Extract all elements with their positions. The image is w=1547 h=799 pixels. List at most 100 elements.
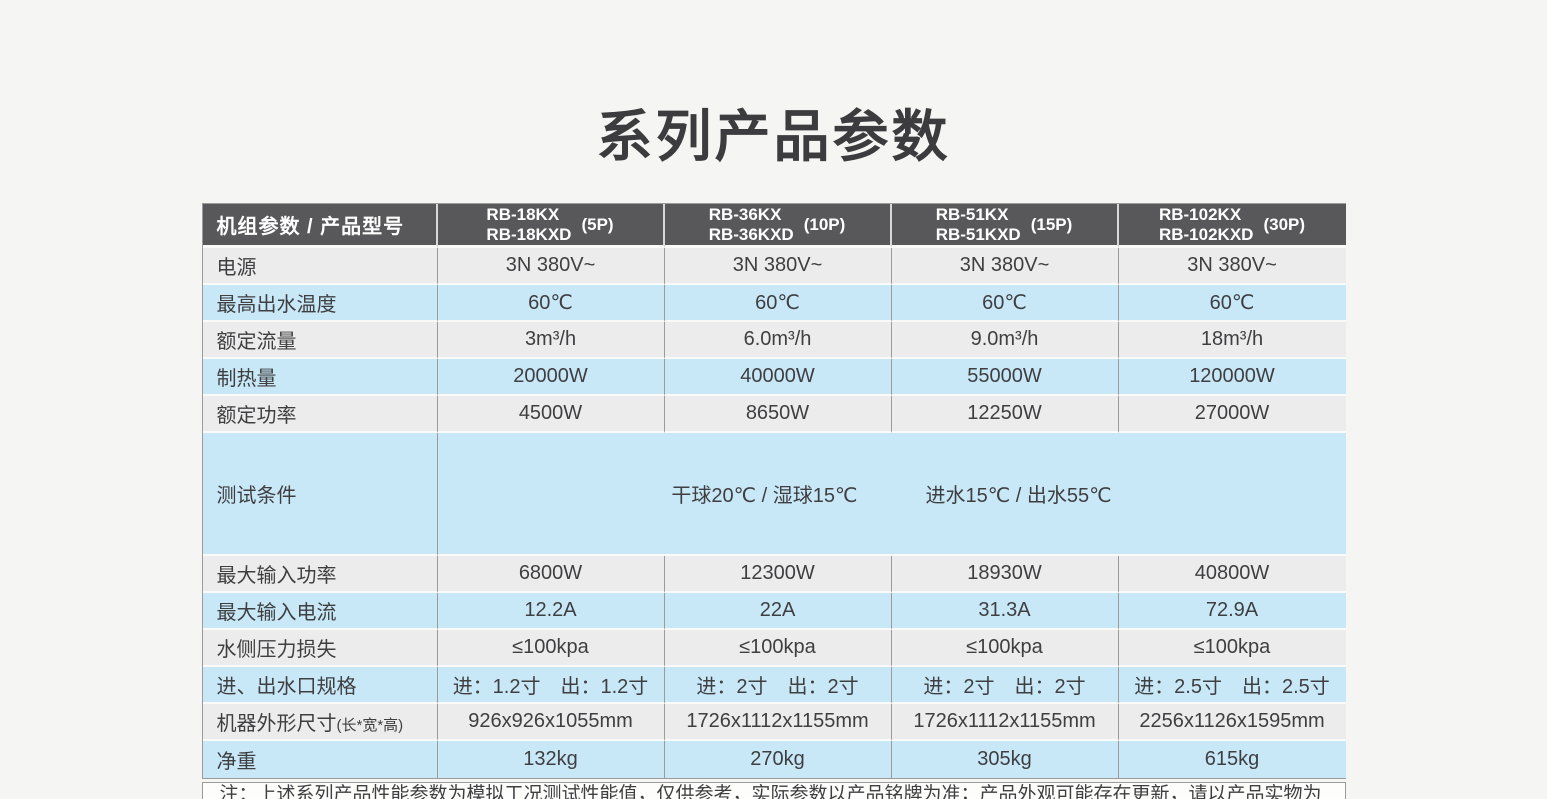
row-label: 进、出水口规格 — [202, 667, 438, 704]
cell-value: 2256x1126x1595mm — [1118, 704, 1346, 741]
model-line2: RB-102KXD — [1158, 224, 1254, 244]
model-names: RB-102KX RB-102KXD — [1159, 205, 1253, 244]
row-label: 机器外形尺寸(长*宽*高) — [202, 704, 438, 741]
model-names: RB-18KX RB-18KXD — [486, 205, 571, 244]
model-horsepower: (5P) — [581, 214, 614, 234]
cell-value: 3N 380V~ — [1118, 248, 1346, 285]
test-condition-water: 进水15℃ / 出水55℃ — [925, 485, 1112, 507]
row-label: 电源 — [202, 248, 438, 285]
cell-value: 12250W — [891, 396, 1119, 433]
cell-value: 3m³/h — [437, 322, 665, 359]
header-model-rb36: RB-36KX RB-36KXD (10P) — [664, 204, 892, 248]
cell-value: 305kg — [891, 741, 1119, 778]
model-horsepower: (15P) — [1030, 214, 1073, 234]
cell-value: 27000W — [1118, 396, 1346, 433]
cell-value: 120000W — [1118, 359, 1346, 396]
dimensions-label-suffix: (长*宽*高) — [336, 717, 404, 734]
spec-table: 机组参数 / 产品型号 RB-18KX RB-18KXD (5P) — [202, 204, 1346, 778]
table-row-max-input-power: 最大输入功率 6800W 12300W 18930W 40800W — [202, 556, 1346, 593]
cell-value: 18930W — [891, 556, 1119, 593]
cell-value: 20000W — [437, 359, 665, 396]
model-line2: RB-18KXD — [486, 224, 572, 244]
cell-value: 3N 380V~ — [891, 248, 1119, 285]
row-label: 最大输入功率 — [202, 556, 438, 593]
table-row-max-outlet-temp: 最高出水温度 60℃ 60℃ 60℃ 60℃ — [202, 285, 1346, 322]
row-label: 额定流量 — [202, 322, 438, 359]
model-horsepower: (10P) — [803, 214, 846, 234]
model-line1: RB-102KX — [1158, 204, 1242, 224]
header-model-rb102: RB-102KX RB-102KXD (30P) — [1118, 204, 1346, 248]
test-condition-air: 干球20℃ / 湿球15℃ — [671, 485, 858, 507]
cell-value: 进：1.2寸 出：1.2寸 — [437, 667, 665, 704]
cell-value: 18m³/h — [1118, 322, 1346, 359]
cell-value: 31.3A — [891, 593, 1119, 630]
table-row-rated-power: 额定功率 4500W 8650W 12250W 27000W — [202, 396, 1346, 433]
cell-value: 3N 380V~ — [437, 248, 665, 285]
cell-value: 615kg — [1118, 741, 1346, 778]
row-label: 测试条件 — [202, 433, 438, 556]
spec-table-border: 机组参数 / 产品型号 RB-18KX RB-18KXD (5P) — [201, 203, 1346, 779]
model-line1: RB-51KX — [935, 204, 1009, 224]
cell-value: 3N 380V~ — [664, 248, 892, 285]
cell-value: 60℃ — [664, 285, 892, 322]
page-title: 系列产品参数 — [596, 105, 951, 168]
cell-value: ≤100kpa — [1118, 630, 1346, 667]
cell-value: 60℃ — [437, 285, 665, 322]
table-row-inlet-outlet-size: 进、出水口规格 进：1.2寸 出：1.2寸 进：2寸 出：2寸 进：2寸 出：2… — [202, 667, 1346, 704]
model-line1: RB-18KX — [486, 204, 560, 224]
cell-value: 132kg — [437, 741, 665, 778]
table-row-heating-capacity: 制热量 20000W 40000W 55000W 120000W — [202, 359, 1346, 396]
table-row-rated-flow: 额定流量 3m³/h 6.0m³/h 9.0m³/h 18m³/h — [202, 322, 1346, 359]
table-row-net-weight: 净重 132kg 270kg 305kg 615kg — [202, 741, 1346, 778]
row-label: 最高出水温度 — [202, 285, 438, 322]
cell-value: 12.2A — [437, 593, 665, 630]
cell-value: ≤100kpa — [664, 630, 892, 667]
model-line1: RB-36KX — [708, 204, 782, 224]
cell-value: 6.0m³/h — [664, 322, 892, 359]
cell-test-conditions: 干球20℃ / 湿球15℃ 进水15℃ / 出水55℃ — [437, 433, 1346, 556]
table-row-power-supply: 电源 3N 380V~ 3N 380V~ 3N 380V~ 3N 380V~ — [202, 248, 1346, 285]
cell-value: 9.0m³/h — [891, 322, 1119, 359]
model-names: RB-36KX RB-36KXD — [709, 205, 794, 244]
model-horsepower: (30P) — [1263, 214, 1306, 234]
header-model-rb18: RB-18KX RB-18KXD (5P) — [437, 204, 665, 248]
cell-value: 进：2.5寸 出：2.5寸 — [1118, 667, 1346, 704]
cell-value: 22A — [664, 593, 892, 630]
table-row-water-pressure-loss: 水侧压力损失 ≤100kpa ≤100kpa ≤100kpa ≤100kpa — [202, 630, 1346, 667]
row-label: 净重 — [202, 741, 438, 778]
cell-value: 进：2寸 出：2寸 — [664, 667, 892, 704]
header-model-rb51: RB-51KX RB-51KXD (15P) — [891, 204, 1119, 248]
header-param-label: 机组参数 / 产品型号 — [202, 204, 438, 248]
spec-table-section: 机组参数 / 产品型号 RB-18KX RB-18KXD (5P) — [201, 203, 1346, 799]
cell-value: 1726x1112x1155mm — [891, 704, 1119, 741]
cell-value: 40800W — [1118, 556, 1346, 593]
header-row: 机组参数 / 产品型号 RB-18KX RB-18KXD (5P) — [202, 204, 1346, 248]
row-label: 最大输入电流 — [202, 593, 438, 630]
cell-value: 926x926x1055mm — [437, 704, 665, 741]
cell-value: 1726x1112x1155mm — [664, 704, 892, 741]
cell-value: 4500W — [437, 396, 665, 433]
row-label: 额定功率 — [202, 396, 438, 433]
cell-value: 12300W — [664, 556, 892, 593]
note-text: 注：上述系列产品性能参数为模拟工况测试性能值，仅供参考，实际参数以产品铭牌为准；… — [219, 784, 1322, 799]
dimensions-label: 机器外形尺寸 — [216, 713, 337, 735]
cell-value: 60℃ — [1118, 285, 1346, 322]
row-label: 水侧压力损失 — [202, 630, 438, 667]
table-note: 注：上述系列产品性能参数为模拟工况测试性能值，仅供参考，实际参数以产品铭牌为准；… — [201, 782, 1346, 799]
cell-value: ≤100kpa — [437, 630, 665, 667]
model-line2: RB-51KXD — [935, 224, 1021, 244]
table-row-dimensions: 机器外形尺寸(长*宽*高) 926x926x1055mm 1726x1112x1… — [202, 704, 1346, 741]
cell-value: 72.9A — [1118, 593, 1346, 630]
cell-value: 进：2寸 出：2寸 — [891, 667, 1119, 704]
cell-value: ≤100kpa — [891, 630, 1119, 667]
cell-value: 55000W — [891, 359, 1119, 396]
cell-value: 60℃ — [891, 285, 1119, 322]
model-names: RB-51KX RB-51KXD — [936, 205, 1021, 244]
table-row-max-input-current: 最大输入电流 12.2A 22A 31.3A 72.9A — [202, 593, 1346, 630]
table-row-test-conditions: 测试条件 干球20℃ / 湿球15℃ 进水15℃ / 出水55℃ — [202, 433, 1346, 556]
cell-value: 8650W — [664, 396, 892, 433]
cell-value: 6800W — [437, 556, 665, 593]
cell-value: 40000W — [664, 359, 892, 396]
model-line2: RB-36KXD — [708, 224, 794, 244]
cell-value: 270kg — [664, 741, 892, 778]
